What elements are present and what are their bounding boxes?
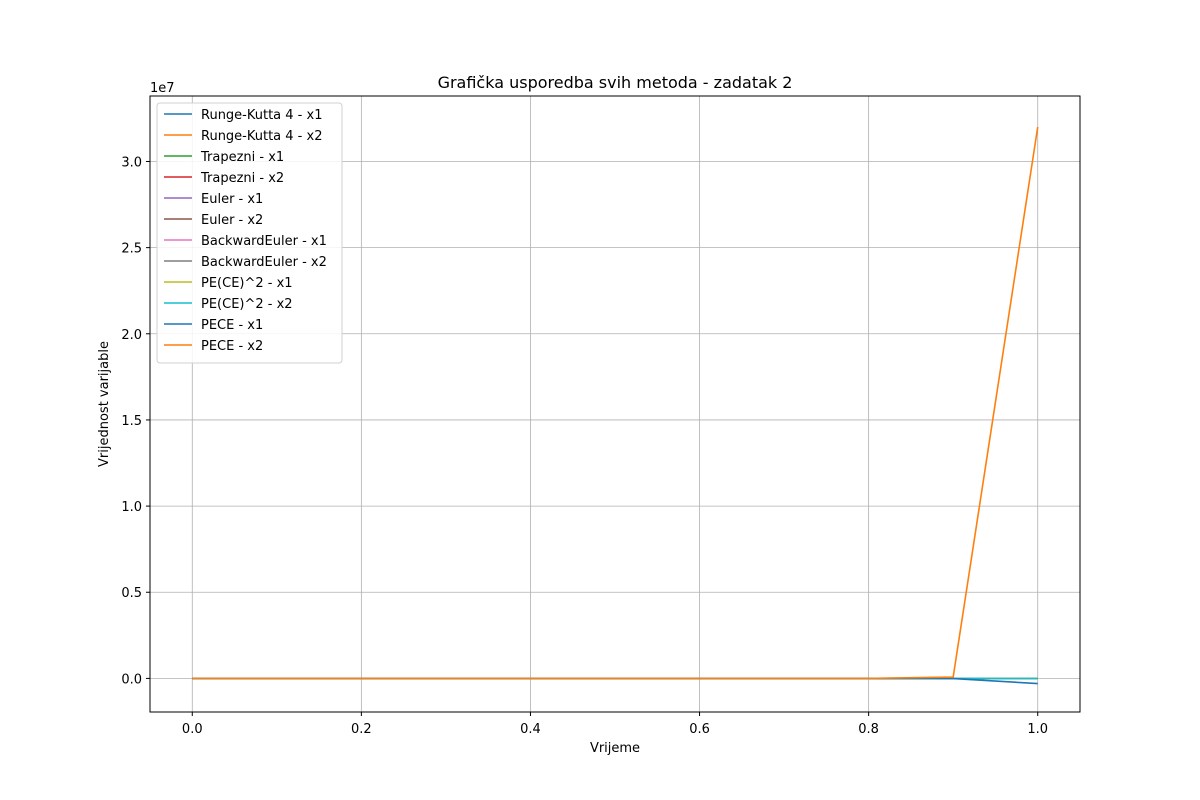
legend-label: Euler - x1 (201, 192, 263, 207)
legend-box (156, 102, 343, 364)
legend-label: PE(CE)^2 - x2 (201, 297, 293, 312)
y-tick-label: 2.5 (121, 242, 142, 257)
y-axis-label: Vrijednost varijable (97, 341, 112, 467)
grid (150, 96, 1080, 712)
x-tick-label: 0.4 (520, 722, 541, 737)
y-tick-label: 3.0 (121, 155, 142, 170)
series-lines (192, 126, 1039, 685)
x-tick-label: 0.0 (182, 722, 203, 737)
y-tick-label: 0.0 (121, 672, 142, 687)
legend-label: Trapezni - x1 (200, 150, 284, 165)
x-tick-label: 0.8 (858, 722, 879, 737)
legend-label: PECE - x1 (201, 318, 263, 333)
legend-label: Trapezni - x2 (200, 171, 284, 186)
legend-label: Euler - x2 (201, 213, 263, 228)
x-tick-label: 1.0 (1027, 722, 1048, 737)
y-axis-offset-label: 1e7 (150, 81, 175, 96)
legend-label: PECE - x2 (201, 339, 263, 354)
legend-label: PE(CE)^2 - x1 (201, 276, 293, 291)
y-tick-label: 1.5 (121, 414, 142, 429)
legend-label: BackwardEuler - x2 (201, 255, 327, 270)
legend-label: BackwardEuler - x1 (201, 234, 327, 249)
y-tick-label: 1.0 (121, 500, 142, 515)
legend-label: Runge-Kutta 4 - x2 (201, 129, 322, 144)
y-tick-label: 0.5 (121, 586, 142, 601)
y-axis-ticks: 0.0 0.5 1.0 1.5 2.0 2.5 3.0 (121, 155, 150, 687)
series-line-12 (192, 126, 1039, 680)
legend: Runge-Kutta 4 - x1 Runge-Kutta 4 - x2 Trap… (156, 102, 343, 364)
x-tick-label: 0.2 (351, 722, 372, 737)
x-axis-ticks: 0.0 0.2 0.4 0.6 0.8 1.0 (182, 712, 1048, 737)
y-tick-label: 2.0 (121, 328, 142, 343)
plot-frame (149, 95, 1081, 713)
legend-label: Runge-Kutta 4 - x1 (201, 108, 322, 123)
x-axis-label: Vrijeme (590, 741, 640, 756)
x-tick-label: 0.6 (689, 722, 710, 737)
chart-title: Grafička usporedba svih metoda - zadatak… (438, 73, 793, 92)
